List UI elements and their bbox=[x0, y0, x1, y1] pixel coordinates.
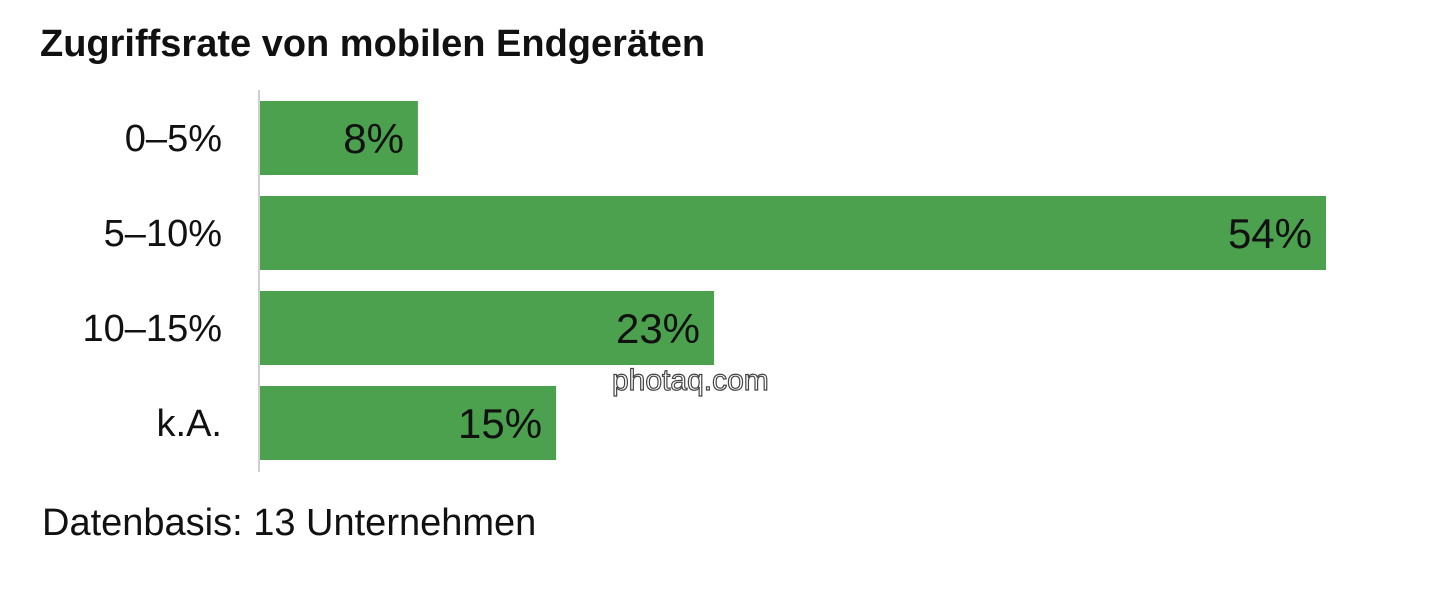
value-label-1: 54% bbox=[1228, 210, 1312, 257]
value-label-0: 8% bbox=[343, 115, 404, 162]
bars-group bbox=[260, 101, 1326, 460]
category-label-1: 5–10% bbox=[104, 213, 222, 255]
value-label-3: 15% bbox=[458, 400, 542, 447]
category-labels-group: 0–5% 5–10% 10–15% k.A. bbox=[83, 118, 222, 445]
watermark-text: photaq.com bbox=[611, 363, 769, 397]
category-label-0: 0–5% bbox=[125, 118, 222, 160]
value-labels-group: 8% 54% 23% 15% bbox=[343, 115, 1312, 447]
bar-3 bbox=[260, 386, 557, 460]
value-label-2: 23% bbox=[616, 305, 700, 352]
bar-1 bbox=[260, 196, 1326, 270]
chart-note: Datenbasis: 13 Unternehmen bbox=[42, 502, 537, 544]
category-label-2: 10–15% bbox=[83, 308, 222, 350]
category-label-3: k.A. bbox=[157, 403, 222, 445]
bar-2 bbox=[260, 291, 715, 365]
chart-title: Zugriffsrate von mobilen Endgeräten bbox=[40, 23, 706, 65]
bar-0 bbox=[260, 101, 418, 175]
